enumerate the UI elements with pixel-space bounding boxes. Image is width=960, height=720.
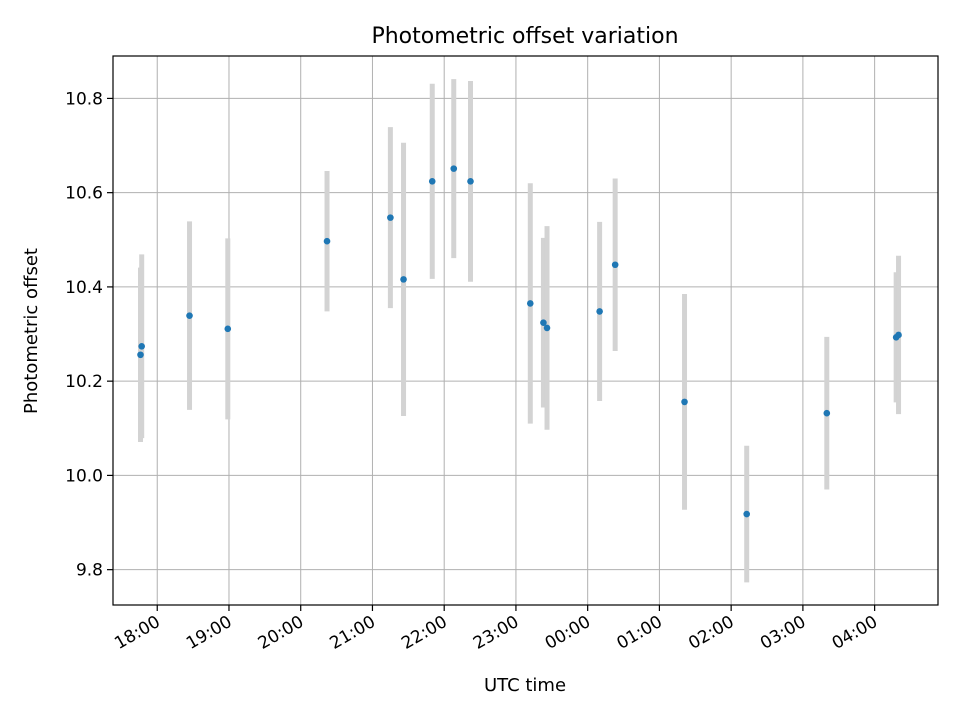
data-point xyxy=(387,214,394,221)
x-tick-label: 22:00 xyxy=(398,612,450,654)
x-tick-label: 23:00 xyxy=(470,612,522,654)
data-point xyxy=(186,312,193,319)
y-tick-label: 9.8 xyxy=(76,561,103,581)
x-tick-label: 20:00 xyxy=(255,612,307,654)
data-point xyxy=(540,319,547,327)
data-point xyxy=(823,409,831,417)
y-tick-label: 10.6 xyxy=(65,184,103,204)
x-tick-label: 00:00 xyxy=(542,612,594,654)
x-tick-label: 02:00 xyxy=(685,612,737,654)
x-axis-ticks: 18:00 19:00 20:00 21:00 22:00 23:00 00:00 01:00… xyxy=(111,605,881,654)
y-axis-label: Photometric offset xyxy=(21,248,42,414)
x-tick-label: 19:00 xyxy=(183,612,235,654)
y-tick-label: 10.8 xyxy=(65,89,103,109)
chart-title: Photometric offset variation xyxy=(371,24,678,49)
data-point xyxy=(428,178,436,185)
y-tick-label: 10.0 xyxy=(65,466,103,486)
data-point xyxy=(611,261,619,269)
grid xyxy=(113,56,938,605)
data-point xyxy=(467,178,474,185)
y-tick-label: 10.4 xyxy=(65,278,103,298)
data-point xyxy=(526,300,534,307)
data-points xyxy=(137,165,902,518)
data-point xyxy=(400,276,407,283)
data-point xyxy=(596,308,603,315)
x-tick-label: 01:00 xyxy=(613,612,665,654)
data-point xyxy=(224,325,232,333)
data-point xyxy=(137,351,144,359)
error-bars xyxy=(138,79,902,583)
x-tick-label: 03:00 xyxy=(757,612,809,654)
x-tick-label: 18:00 xyxy=(111,612,163,654)
data-point xyxy=(543,324,551,332)
y-tick-label: 10.2 xyxy=(65,372,103,392)
data-point xyxy=(681,398,688,406)
x-axis-label: UTC time xyxy=(484,675,566,696)
x-tick-label: 21:00 xyxy=(327,612,379,654)
plot-area-frame xyxy=(112,55,939,606)
data-point xyxy=(323,237,331,245)
data-point xyxy=(743,510,750,518)
data-point xyxy=(138,342,145,350)
y-axis-ticks: 9.8 10.0 10.2 10.4 10.6 10.8 xyxy=(65,89,113,581)
x-tick-label: 04:00 xyxy=(829,612,881,654)
data-point xyxy=(895,331,902,339)
data-point xyxy=(450,165,458,172)
